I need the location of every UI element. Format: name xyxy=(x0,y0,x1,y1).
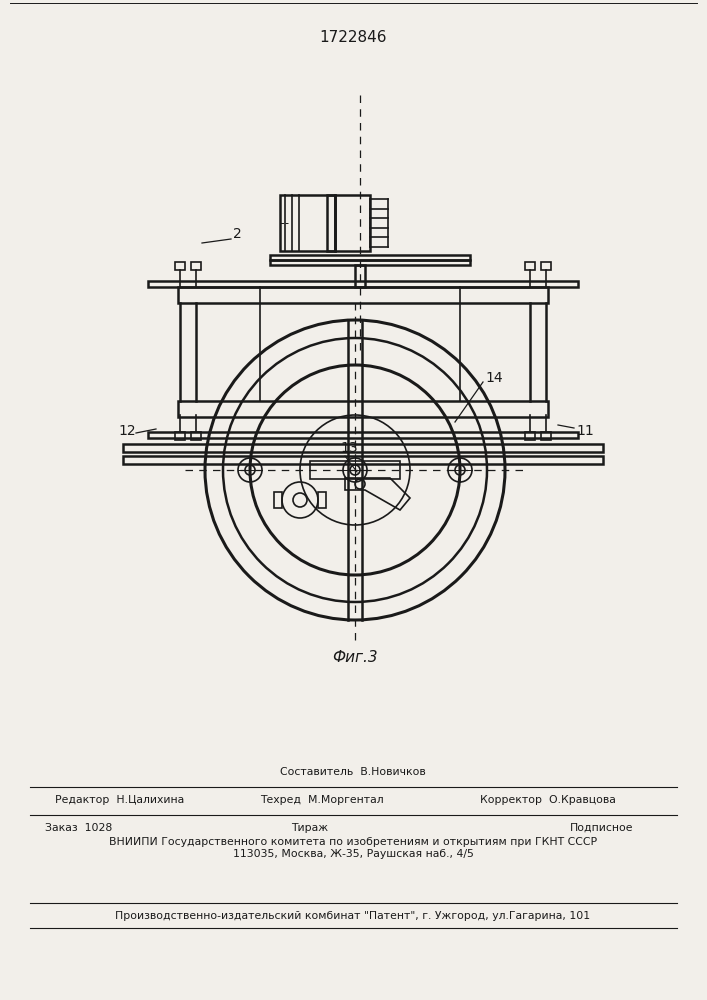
Bar xyxy=(318,492,326,508)
Text: 2: 2 xyxy=(233,227,242,241)
Bar xyxy=(148,432,578,438)
Bar xyxy=(123,456,603,464)
Bar xyxy=(178,287,548,303)
Text: 13: 13 xyxy=(340,441,358,455)
Bar xyxy=(355,265,365,287)
Bar xyxy=(310,461,400,479)
Text: 14: 14 xyxy=(485,371,503,385)
Bar xyxy=(175,262,185,270)
Text: Заказ  1028: Заказ 1028 xyxy=(45,823,112,833)
Bar xyxy=(123,444,603,452)
Bar xyxy=(327,195,335,251)
Text: Корректор  О.Кравцова: Корректор О.Кравцова xyxy=(480,795,616,805)
Text: ВНИИПИ Государственного комитета по изобретениям и открытиям при ГКНТ СССР: ВНИИПИ Государственного комитета по изоб… xyxy=(109,837,597,847)
Text: Техред  М.Моргентал: Техред М.Моргентал xyxy=(260,795,384,805)
Bar xyxy=(335,195,370,251)
Text: 12: 12 xyxy=(118,424,136,438)
Text: Тираж: Тираж xyxy=(291,823,329,833)
Bar xyxy=(191,432,201,440)
Bar xyxy=(525,262,535,270)
Text: Подписное: Подписное xyxy=(570,823,633,833)
Bar xyxy=(541,432,551,440)
Text: Производственно-издательский комбинат "Патент", г. Ужгород, ул.Гагарина, 101: Производственно-издательский комбинат "П… xyxy=(115,911,590,921)
Bar xyxy=(178,401,548,417)
Text: Редактор  Н.Цалихина: Редактор Н.Цалихина xyxy=(55,795,185,805)
Bar xyxy=(541,262,551,270)
Bar xyxy=(191,262,201,270)
Text: Фиг.3: Фиг.3 xyxy=(332,650,378,666)
Bar xyxy=(148,281,578,287)
Text: 113035, Москва, Ж-35, Раушская наб., 4/5: 113035, Москва, Ж-35, Раушская наб., 4/5 xyxy=(233,849,474,859)
Text: 11: 11 xyxy=(576,424,594,438)
Text: Составитель  В.Новичков: Составитель В.Новичков xyxy=(280,767,426,777)
Bar xyxy=(270,260,470,265)
Text: 1722846: 1722846 xyxy=(320,30,387,45)
Bar xyxy=(280,195,335,251)
Bar xyxy=(274,492,282,508)
Bar xyxy=(175,432,185,440)
Bar xyxy=(270,255,470,260)
Bar xyxy=(525,432,535,440)
